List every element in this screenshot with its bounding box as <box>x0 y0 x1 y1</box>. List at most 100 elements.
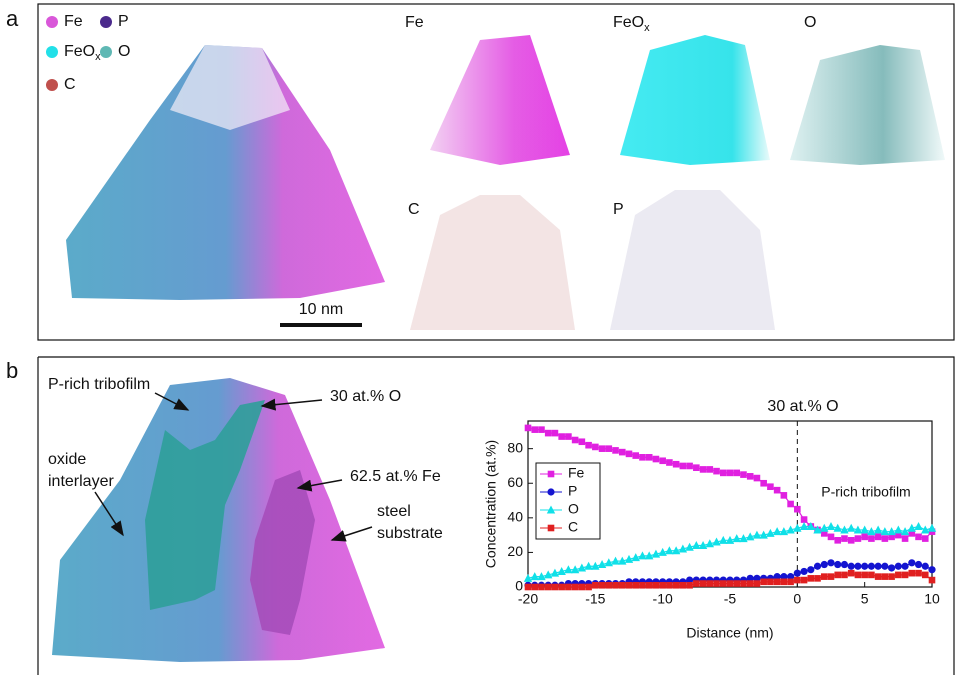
data-point <box>760 578 767 586</box>
data-point <box>544 429 552 437</box>
data-point <box>773 573 781 581</box>
legend-swatch <box>100 46 112 58</box>
legend-label: Fe <box>64 13 83 30</box>
data-point <box>901 562 909 570</box>
data-point <box>665 546 674 555</box>
data-point <box>698 541 708 549</box>
data-point <box>523 573 533 582</box>
data-point <box>921 525 930 534</box>
legend-marker <box>547 488 555 496</box>
p-map <box>610 190 775 330</box>
data-point <box>679 462 687 470</box>
legend-label-base: C <box>64 76 76 93</box>
data-point <box>779 527 789 536</box>
data-point <box>557 566 566 575</box>
data-point <box>921 562 929 570</box>
data-point <box>625 581 633 589</box>
data-point <box>813 525 822 534</box>
data-point <box>915 569 922 577</box>
data-point <box>787 500 794 508</box>
data-point <box>551 429 559 437</box>
data-point <box>558 583 565 591</box>
data-point <box>726 580 734 587</box>
data-point <box>712 537 721 546</box>
data-point <box>854 562 862 570</box>
legend-label: FeOx <box>64 43 101 63</box>
annotation: P-rich tribofilm <box>48 376 150 393</box>
legend-swatch <box>100 16 112 28</box>
data-point <box>639 581 646 589</box>
data-point <box>800 576 808 584</box>
data-point <box>895 571 902 579</box>
data-point <box>652 581 660 589</box>
data-point <box>713 580 720 587</box>
data-point <box>813 562 822 570</box>
data-point <box>719 580 727 587</box>
x-axis-label: Distance (nm) <box>686 625 773 641</box>
data-point <box>550 568 560 577</box>
legend-marker <box>546 505 556 514</box>
data-point <box>840 560 849 569</box>
data-point <box>915 533 922 541</box>
data-point <box>733 469 741 477</box>
data-point <box>544 570 553 579</box>
data-point <box>746 580 754 587</box>
data-point <box>686 581 693 589</box>
data-point <box>692 541 701 549</box>
arrow <box>330 526 373 542</box>
data-point <box>820 530 828 537</box>
data-point <box>753 574 761 582</box>
data-point <box>605 581 613 589</box>
data-point <box>733 580 741 587</box>
data-point <box>624 554 634 563</box>
data-point <box>537 572 546 581</box>
data-point <box>888 533 895 541</box>
data-point <box>538 583 545 591</box>
data-point <box>867 562 876 570</box>
data-point <box>638 551 647 560</box>
data-point <box>679 581 687 589</box>
data-point <box>605 445 613 452</box>
data-point <box>746 574 754 582</box>
data-point <box>578 438 586 446</box>
tribofilm-region <box>170 45 290 130</box>
data-point <box>686 462 693 470</box>
data-point <box>564 565 573 574</box>
data-point <box>719 469 727 477</box>
data-point <box>672 460 680 468</box>
legend-label: P <box>568 483 577 499</box>
data-point <box>686 576 694 584</box>
data-point <box>645 551 654 560</box>
data-point <box>793 569 801 577</box>
data-point <box>854 535 862 542</box>
atom-legend: Fe P FeOx O C <box>46 13 130 93</box>
apt-reconstruction <box>66 45 385 300</box>
data-point <box>604 558 613 567</box>
legend-label-base: P <box>118 13 129 30</box>
legend-swatch <box>46 16 58 28</box>
data-point <box>874 573 882 580</box>
legend-label: C <box>64 76 76 93</box>
data-point <box>565 583 572 591</box>
oxygen-isosurface <box>145 400 265 610</box>
data-point <box>645 581 653 589</box>
arrow <box>94 491 124 537</box>
data-point <box>632 452 640 459</box>
data-point <box>524 583 532 591</box>
data-point <box>854 571 862 579</box>
x-tick-label: 0 <box>793 591 801 607</box>
data-point <box>840 525 849 534</box>
data-point <box>847 562 855 570</box>
data-point <box>921 535 929 542</box>
data-point <box>558 433 565 440</box>
data-point <box>826 521 836 530</box>
data-point <box>571 583 579 591</box>
data-point <box>732 534 741 543</box>
data-point <box>914 521 923 530</box>
data-point <box>908 530 916 537</box>
legend-label-base: O <box>118 43 130 60</box>
data-point <box>570 565 580 574</box>
data-point <box>611 556 620 565</box>
data-point <box>598 581 606 589</box>
data-point <box>914 560 923 569</box>
